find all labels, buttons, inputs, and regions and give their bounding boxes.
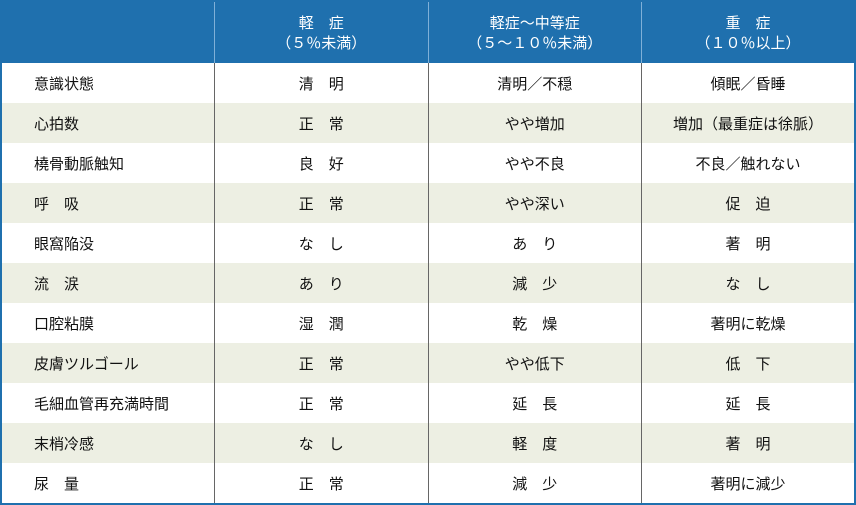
table-cell: 著 明 bbox=[641, 423, 855, 463]
table-cell: やや低下 bbox=[427, 343, 642, 383]
row-label: 皮膚ツルゴール bbox=[1, 343, 215, 383]
row-label: 意識状態 bbox=[34, 74, 95, 93]
table-cell: あ り bbox=[427, 223, 642, 263]
row-label: 毛細血管再充満時間 bbox=[34, 394, 170, 413]
table-cell: 減 少 bbox=[427, 263, 642, 303]
table-cell: やや増加 bbox=[427, 103, 642, 143]
table-cell: 著明に減少 bbox=[641, 463, 855, 504]
table-row: 流 涙あ り減 少な し bbox=[1, 263, 855, 303]
table-cell: あ り bbox=[214, 263, 428, 303]
row-label: 眼窩陥没 bbox=[34, 234, 95, 253]
table-cell: 傾眠／昏睡 bbox=[641, 63, 855, 103]
table-row: 皮膚ツルゴール正 常やや低下低 下 bbox=[1, 343, 855, 383]
table-cell: 著 明 bbox=[641, 223, 855, 263]
table-cell: やや深い bbox=[427, 183, 642, 223]
table-cell: 正 常 bbox=[214, 383, 428, 423]
table-row: 尿 量 正 常減 少著明に減少 bbox=[1, 463, 855, 504]
table-cell: 良 好 bbox=[214, 143, 428, 183]
column-subtitle: （５～１０％未満） bbox=[467, 33, 603, 52]
column-title: 重 症 bbox=[725, 13, 771, 32]
row-label: 心拍数 bbox=[1, 103, 215, 143]
table-cell: 正 常 bbox=[214, 103, 428, 143]
table-cell: 促 迫 bbox=[641, 183, 855, 223]
table-cell: 軽 度 bbox=[427, 423, 642, 463]
table-cell: 増加（最重症は徐脈） bbox=[641, 103, 855, 143]
column-title: 軽 症 bbox=[298, 13, 344, 32]
column-header: 軽症～中等症 （５～１０％未満） bbox=[427, 1, 642, 63]
table-cell: 清 明 bbox=[214, 63, 428, 103]
table-row: 口腔粘膜 湿 潤乾 燥著明に乾燥 bbox=[1, 303, 855, 343]
row-label: 流 涙 bbox=[1, 263, 215, 303]
table-row: 眼窩陥没 な しあ り著 明 bbox=[1, 223, 855, 263]
table-row: 心拍数正 常やや増加 増加（最重症は徐脈） bbox=[1, 103, 855, 143]
row-label: 末梢冷感 bbox=[1, 423, 215, 463]
column-header bbox=[1, 1, 215, 63]
table-row: 橈骨動脈触知 良 好やや不良 不良／触れない bbox=[1, 143, 855, 183]
row-label: 口腔粘膜 bbox=[34, 314, 95, 333]
table-cell: な し bbox=[214, 223, 428, 263]
column-header: 軽 症（５％未満） bbox=[214, 1, 428, 63]
table-cell: な し bbox=[214, 423, 428, 463]
row-label: 橈骨動脈触知 bbox=[34, 154, 125, 173]
table-cell: 湿 潤 bbox=[214, 303, 428, 343]
table-row: 呼 吸正 常やや深い促 迫 bbox=[1, 183, 855, 223]
table-cell: 正 常 bbox=[214, 463, 428, 504]
table-cell: 正 常 bbox=[214, 343, 428, 383]
table-cell: 減 少 bbox=[427, 463, 642, 504]
table-cell: やや不良 bbox=[427, 143, 642, 183]
table-row: 意識状態 清 明清明／不穏 傾眠／昏睡 bbox=[1, 63, 855, 103]
table-cell: 不良／触れない bbox=[641, 143, 855, 183]
table-cell: な し bbox=[641, 263, 855, 303]
table-cell: 乾 燥 bbox=[427, 303, 642, 343]
column-header: 重 症（１０％以上） bbox=[641, 1, 855, 63]
column-subtitle: （１０％以上） bbox=[695, 33, 801, 52]
row-label: 尿 量 bbox=[34, 474, 80, 493]
row-label: 呼 吸 bbox=[1, 183, 215, 223]
table-cell: 著明に乾燥 bbox=[641, 303, 855, 343]
table-cell: 正 常 bbox=[214, 183, 428, 223]
table-row: 毛細血管再充満時間正 常延 長延 長 bbox=[1, 383, 855, 423]
table-cell: 延 長 bbox=[427, 383, 642, 423]
table-cell: 清明／不穏 bbox=[427, 63, 642, 103]
column-title: 軽症～中等症 bbox=[489, 13, 580, 32]
table-row: 末梢冷感な し軽 度著 明 bbox=[1, 423, 855, 463]
column-subtitle: （５％未満） bbox=[276, 33, 367, 52]
table-cell: 低 下 bbox=[641, 343, 855, 383]
header-row: 軽 症（５％未満） 軽症～中等症 （５～１０％未満）重 症（１０％以上） bbox=[1, 1, 855, 63]
table-cell: 延 長 bbox=[641, 383, 855, 423]
